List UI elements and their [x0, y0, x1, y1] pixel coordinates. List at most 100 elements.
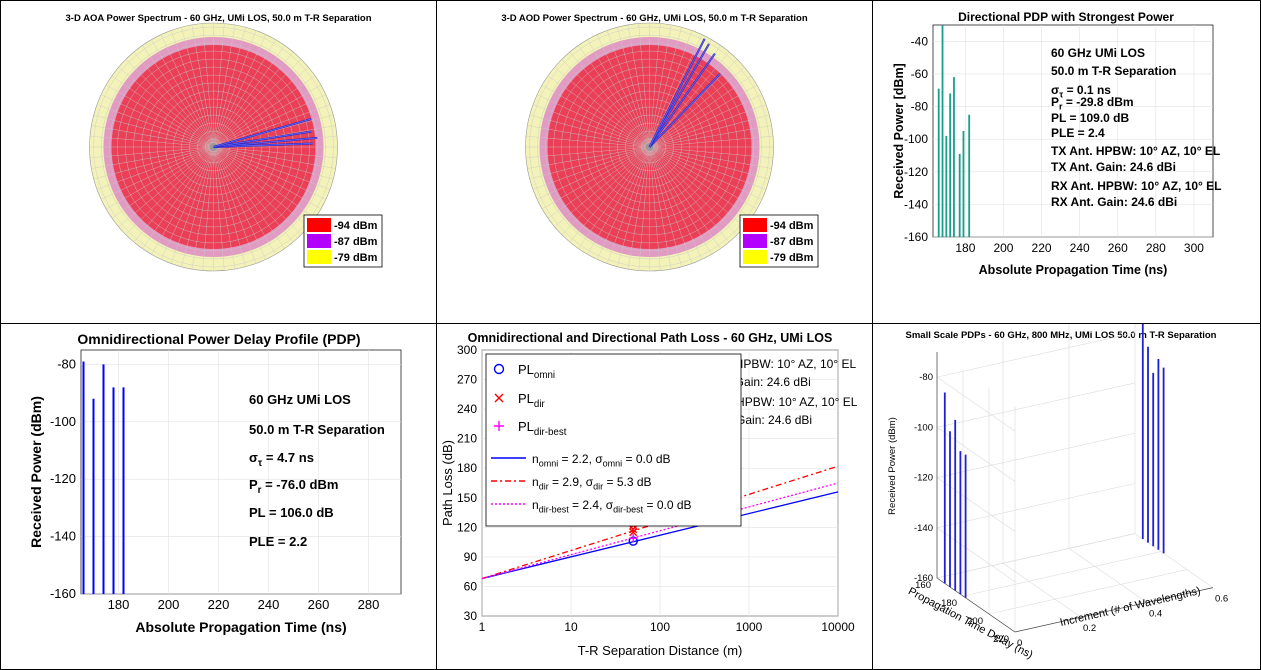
x-tick-label: 220: [208, 597, 230, 612]
grid-spoke: [213, 84, 321, 148]
grid-spoke: [578, 45, 650, 148]
annotation-line-5: PLE = 2.4: [1051, 126, 1105, 140]
delay-tick-label: 220: [993, 634, 1009, 645]
grid-spoke: [151, 146, 214, 255]
floor-grid: [988, 569, 1188, 615]
y-axis-label: Received Power [dBm]: [892, 63, 906, 198]
grid-spoke: [202, 23, 214, 148]
x-tick-label: 180: [108, 597, 130, 612]
grid-spoke: [554, 146, 650, 227]
x-tick-label: 260: [1108, 241, 1128, 255]
grid-spoke: [649, 24, 672, 148]
legend-label-2: -79 dBm: [334, 252, 378, 264]
grid-spoke: [649, 146, 693, 264]
grid-spoke: [213, 146, 294, 243]
wall-grid: [936, 376, 1016, 432]
grid-spoke: [213, 24, 236, 148]
grid-spoke: [160, 34, 214, 148]
grid-spoke: [213, 30, 257, 148]
chart-title: 3-D AOA Power Spectrum - 60 GHz, UMi LOS…: [66, 13, 372, 24]
annotation-line-9: RX Ant. Gain: 24.6 dBi: [1051, 195, 1177, 209]
grid-spoke: [649, 146, 772, 169]
legend-swatch-0: [307, 218, 331, 232]
spike-hl-1: [213, 137, 318, 148]
grid-spoke: [527, 125, 650, 148]
grid-spoke: [133, 51, 214, 148]
grid-spoke: [133, 146, 214, 243]
wall-grid: [936, 533, 1136, 579]
grid-spoke: [649, 94, 762, 148]
chart-title: 3-D AOD Power Spectrum - 60 GHz, UMi LOS…: [501, 13, 808, 24]
grid-spoke: [649, 67, 745, 148]
grid-spoke: [106, 146, 214, 210]
x-tick-label: 280: [1146, 241, 1166, 255]
x-tick-label: 200: [158, 597, 180, 612]
aod-chart: 3-D AOD Power Spectrum - 60 GHz, UMi LOS…: [501, 13, 819, 272]
legend-swatch-2: [307, 250, 331, 264]
grid-spoke: [638, 23, 650, 148]
legend-label-2: -79 dBm: [770, 252, 814, 264]
spike-hl-2: [213, 131, 312, 148]
legend-marker-dir: [494, 393, 504, 403]
x-tick-label: 260: [308, 597, 330, 612]
x-axis-label: T-R Separation Distance (m): [578, 643, 743, 658]
grid-3d: [936, 324, 1214, 633]
grid-spoke: [649, 146, 661, 271]
legend-fit-label-0: nomni = 2.2, σomni = 0.0 dB: [532, 452, 671, 469]
aoa-chart: 3-D AOA Power Spectrum - 60 GHz, UMi LOS…: [66, 13, 383, 272]
y-tick-label: -120: [50, 471, 76, 486]
grid-spoke: [649, 51, 730, 148]
grid-spoke: [213, 75, 316, 148]
point-dir-2: [629, 528, 638, 537]
annotation-line-1: 50.0 m T-R Separation: [1051, 64, 1176, 78]
y-tick-label: -160: [50, 586, 76, 601]
floor-grid: [1002, 562, 1082, 618]
grid-spoke: [547, 75, 650, 148]
x-tick-label: 240: [258, 597, 280, 612]
grid-spoke: [627, 146, 650, 270]
grid-spoke: [213, 104, 331, 148]
grid-spoke: [587, 39, 650, 148]
grid-spoke: [213, 146, 326, 200]
annotation-line-8: RX Ant. HPBW: 10° AZ, 10° EL: [1051, 179, 1222, 193]
annotation-line-7: TX Ant. Gain: 24.6 dBi: [1051, 160, 1176, 174]
y-axis-label: Received Power (dBm): [28, 396, 44, 548]
grid-spoke: [542, 84, 650, 148]
grid-spoke: [213, 146, 302, 235]
legend-fit-label-1: ndir = 2.9, σdir = 5.3 dB: [532, 475, 652, 492]
y-tick-label: 60: [464, 579, 478, 593]
grid-spoke: [213, 146, 267, 260]
grid-spoke: [170, 146, 214, 264]
y-tick-label: -100: [50, 414, 76, 429]
legend-label-omni: PLomni: [518, 362, 555, 381]
y-tick-label: -160: [904, 230, 928, 244]
grid-spoke: [649, 146, 774, 159]
grid-spoke: [649, 135, 774, 148]
grid-spoke: [561, 59, 650, 148]
grid-spoke: [649, 75, 752, 148]
z-tick-label: -100: [914, 422, 933, 433]
x-tick-label: 300: [1184, 241, 1204, 255]
point-dirbest-0: [629, 534, 638, 543]
chart-title: Directional PDP with Strongest Power: [958, 10, 1174, 24]
grid-spoke: [649, 146, 770, 180]
grid-spoke: [649, 146, 703, 260]
wall-grid: [936, 332, 1136, 378]
z-axis-label: Received Power (dBm): [887, 417, 898, 515]
grid-spoke: [125, 146, 214, 235]
panel-aoa-power-spectrum: 3-D AOA Power Spectrum - 60 GHz, UMi LOS…: [0, 0, 437, 324]
grid-spoke: [160, 146, 214, 260]
y-tick-label: 180: [457, 461, 477, 475]
grid-spoke: [213, 45, 285, 148]
y-tick-label: 270: [457, 373, 477, 387]
annotation-line-1: 50.0 m T-R Separation: [249, 422, 385, 437]
y-tick-label: 150: [457, 491, 477, 505]
grid-spoke: [649, 104, 767, 148]
grid-spoke: [142, 146, 214, 249]
annotation-line-0: 60 GHz UMi LOS: [249, 392, 351, 407]
grid-spoke: [96, 146, 214, 190]
wall-grid: [936, 432, 1136, 478]
grid-spoke: [213, 94, 326, 148]
grid-spoke: [649, 146, 767, 190]
x-tick-label: 1: [479, 620, 486, 634]
